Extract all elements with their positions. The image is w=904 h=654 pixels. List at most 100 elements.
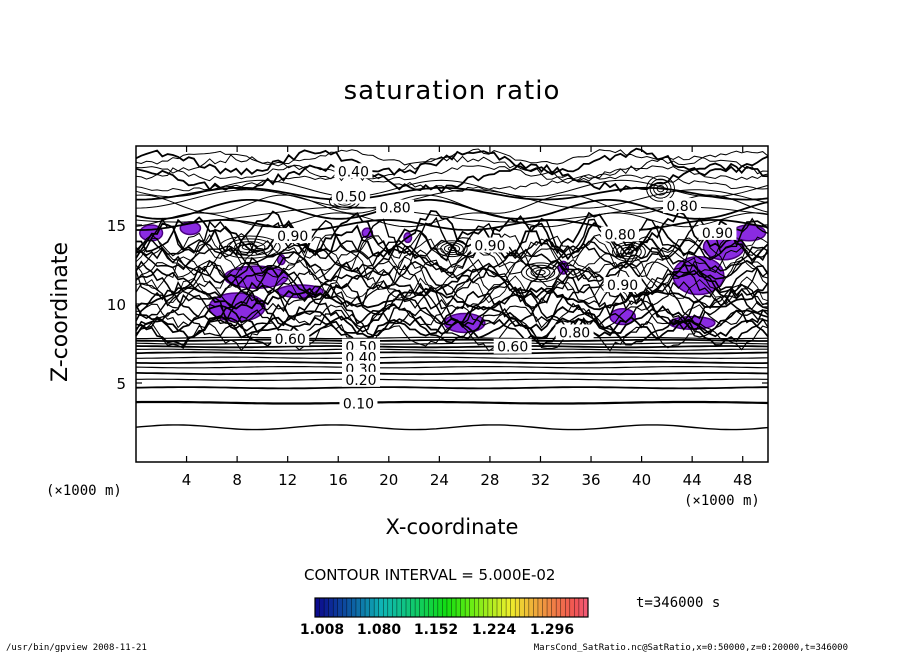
contour-cell: [656, 185, 665, 193]
colorbar-swatch: [547, 598, 553, 617]
colorbar-swatch: [515, 598, 521, 617]
contour-line: [135, 266, 769, 299]
contour-line: [136, 186, 769, 201]
colorbar: [314, 597, 589, 618]
colorbar-swatch: [469, 598, 475, 617]
contour-label: 0.90: [474, 239, 505, 255]
x-tick-label: 48: [733, 471, 752, 489]
colorbar-swatch: [483, 598, 489, 617]
contour-label-bg: [341, 371, 380, 387]
colorbar-swatch: [537, 598, 543, 617]
contour-label: 0.90: [702, 226, 733, 242]
colorbar-tick-label: 1.152: [413, 622, 459, 638]
contour-line: [135, 161, 769, 194]
x-tick-label: 20: [379, 471, 398, 489]
contour-line: [135, 348, 768, 352]
contour-line: [136, 378, 768, 382]
colorbar-swatch: [433, 598, 439, 617]
contour-line: [135, 148, 769, 166]
contour-line: [135, 199, 769, 220]
colorbar-swatch: [542, 598, 548, 617]
colorbar-swatch: [446, 598, 452, 617]
colorbar-swatch: [442, 598, 448, 617]
contour-label: 0.80: [666, 199, 697, 215]
contour-line: [135, 212, 769, 228]
contour-cell: [612, 241, 646, 262]
contour-label: 0.90: [607, 278, 638, 294]
contour-line: [135, 246, 769, 278]
contour-line: [136, 209, 769, 257]
contour-line: [135, 351, 769, 355]
x-tick-label: 40: [632, 471, 651, 489]
colorbar-swatch: [324, 598, 330, 617]
contour-cell: [646, 175, 675, 202]
colorbar-swatch: [319, 598, 325, 617]
colorbar-swatch: [578, 598, 584, 617]
x-tick-label: 28: [480, 471, 499, 489]
contour-label: 0.80: [559, 325, 590, 341]
contour-lines: [135, 147, 769, 431]
x-tick-label: 36: [581, 471, 600, 489]
colorbar-swatch: [428, 598, 434, 617]
contour-cell: [649, 178, 672, 199]
contour-label: 0.60: [275, 332, 306, 348]
contour-label: 0.20: [345, 373, 376, 389]
contour-cell: [218, 235, 281, 259]
footer-left: /usr/bin/gpview 2008-11-21: [6, 643, 147, 653]
colorbar-swatch: [355, 598, 361, 617]
contour-label-bg: [470, 237, 509, 253]
x-axis-unit: (×1000 m): [684, 493, 760, 509]
colorbar-swatch: [383, 598, 389, 617]
colorbar-swatch: [360, 598, 366, 617]
contour-label: 0.80: [380, 201, 411, 217]
footer-right: MarsCond_SatRatio.nc@SatRatio,x=0:50000,…: [533, 643, 848, 653]
contour-label-bg: [493, 338, 532, 354]
x-tick-label: 4: [182, 471, 192, 489]
contour-label: 0.60: [497, 340, 528, 356]
colorbar-tick-label: 1.224: [471, 622, 517, 638]
contour-line: [135, 194, 769, 214]
contour-label-bg: [663, 198, 702, 214]
contour-line: [136, 219, 769, 231]
colorbar-swatch: [328, 598, 334, 617]
contour-label-bg: [555, 324, 594, 340]
contour-line: [135, 338, 768, 342]
x-axis-ticks: 4 8 12 16 20 24 28 32 36 40 44 48: [182, 146, 752, 489]
contour-cell: [521, 262, 560, 283]
colorbar-swatch: [551, 598, 557, 617]
colorbar-swatch: [510, 598, 516, 617]
contour-line: [135, 233, 769, 271]
contour-label-bg: [376, 199, 415, 215]
contour-label-bg: [271, 330, 310, 346]
colorbar-swatch: [365, 598, 371, 617]
colorbar-swatch: [415, 598, 421, 617]
colorbar-swatch: [396, 598, 402, 617]
colorbar-swatch: [424, 598, 430, 617]
contour-cell: [616, 244, 642, 260]
contour-line: [135, 260, 769, 296]
colorbar-swatch: [533, 598, 539, 617]
contour-cell: [436, 240, 468, 258]
contour-label-bg: [273, 228, 312, 244]
contour-cell: [530, 267, 551, 278]
contour-interval-text: CONTOUR INTERVAL = 5.000E-02: [304, 566, 556, 584]
colorbar-swatch: [342, 598, 348, 617]
contour-cell: [620, 246, 638, 258]
contour-cell: [535, 269, 546, 276]
contour-line: [135, 258, 769, 282]
colorbar-swatch: [369, 598, 375, 617]
contour-label-bg: [601, 226, 640, 242]
contour-cell: [447, 246, 457, 252]
contour-label-bg: [339, 395, 378, 411]
y-tick-label: 15: [107, 217, 126, 235]
colorbar-swatch: [437, 598, 443, 617]
colorbar-swatch: [351, 598, 357, 617]
contour-line: [135, 242, 769, 272]
x-tick-label: 12: [278, 471, 297, 489]
contour-line: [135, 206, 769, 223]
contour-line: [135, 300, 769, 329]
colorbar-swatch: [501, 598, 507, 617]
colorbar-swatch: [406, 598, 412, 617]
contour-line: [136, 336, 769, 340]
